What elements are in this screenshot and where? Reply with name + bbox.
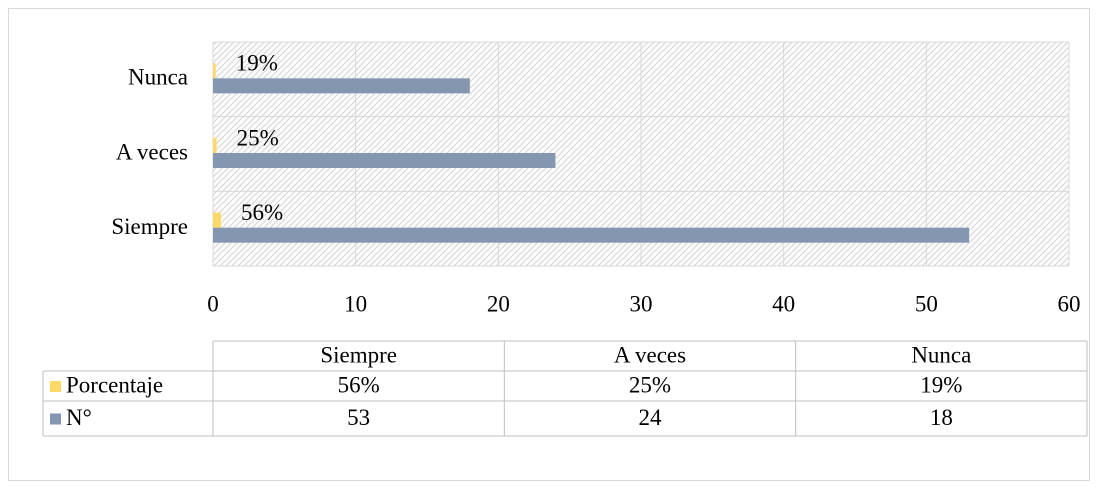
legend-label: N° [66, 405, 92, 430]
bar [213, 78, 470, 94]
legend-key [50, 413, 61, 425]
x-tick-label: 10 [344, 291, 367, 316]
table-cell: 25% [629, 372, 671, 397]
x-tick-label: 50 [915, 291, 938, 316]
y-tick-label: Nunca [128, 65, 188, 90]
bar [213, 153, 556, 168]
y-tick-label: Siempre [111, 214, 188, 239]
data-label: 56% [241, 200, 283, 225]
x-tick-label: 40 [772, 291, 795, 316]
table-cell: 19% [920, 372, 962, 397]
bar [213, 138, 217, 153]
y-tick-label: A veces [116, 139, 188, 164]
bar [213, 63, 216, 79]
table-header: Nunca [911, 342, 971, 367]
x-tick-label: 60 [1058, 291, 1081, 316]
table-cell: 18 [930, 405, 953, 430]
x-tick-label: 30 [630, 291, 653, 316]
legend-label: Porcentaje [66, 372, 163, 397]
x-tick-label: 0 [207, 291, 219, 316]
legend-key [50, 381, 61, 392]
bar [213, 227, 970, 243]
table-cell: 24 [639, 405, 663, 430]
table-header: Siempre [320, 342, 397, 367]
data-label: 19% [236, 51, 278, 76]
table-header: A veces [614, 342, 686, 367]
table-cell: 56% [338, 372, 380, 397]
data-label: 25% [237, 125, 279, 150]
table-cell: 53 [347, 405, 370, 430]
x-tick-label: 20 [487, 291, 510, 316]
bar [213, 212, 221, 228]
